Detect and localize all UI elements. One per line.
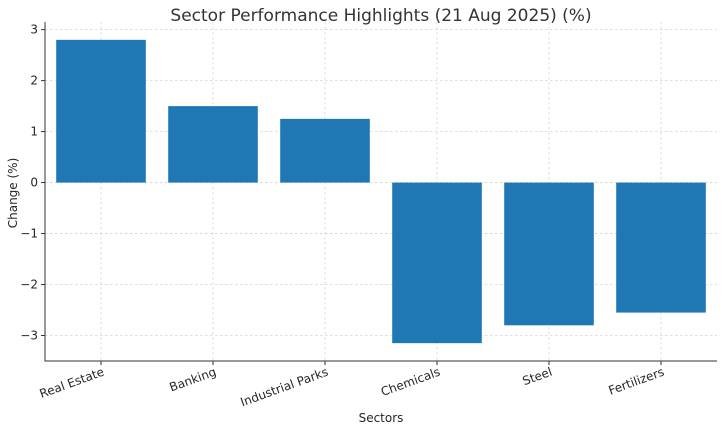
y-tick-label: −3 <box>20 329 38 343</box>
bar-industrial-parks <box>280 118 370 183</box>
y-tick-label: 3 <box>30 23 38 37</box>
x-tick-label: Real Estate <box>38 365 106 401</box>
x-tick-label: Chemicals <box>379 365 442 399</box>
y-tick-label: −1 <box>20 227 38 241</box>
chart-title: Sector Performance Highlights (21 Aug 20… <box>170 6 591 26</box>
x-axis-ticks: Real Estate Banking Industrial Parks Chemic… <box>38 361 666 409</box>
y-axis-label: Change (%) <box>6 158 20 229</box>
bar-steel <box>504 182 594 326</box>
axis-spine <box>44 22 717 362</box>
x-tick-label: Industrial Parks <box>239 365 331 410</box>
bar-fertilizers <box>616 182 706 313</box>
axes <box>44 22 717 362</box>
bar-banking <box>168 106 258 183</box>
y-axis-ticks: 3 2 1 0 −1 −2 −3 <box>20 23 45 343</box>
x-tick-label: Banking <box>167 365 218 395</box>
x-tick-label: Fertilizers <box>607 365 666 398</box>
y-tick-label: −2 <box>20 278 38 292</box>
y-tick-label: 2 <box>30 74 38 88</box>
bar-chemicals <box>392 182 482 344</box>
y-tick-label: 0 <box>30 176 38 190</box>
x-axis-label: Sectors <box>359 411 404 425</box>
bars <box>56 39 706 344</box>
bar-real-estate <box>56 39 146 183</box>
y-tick-label: 1 <box>30 125 38 139</box>
x-tick-label: Steel <box>521 365 554 389</box>
